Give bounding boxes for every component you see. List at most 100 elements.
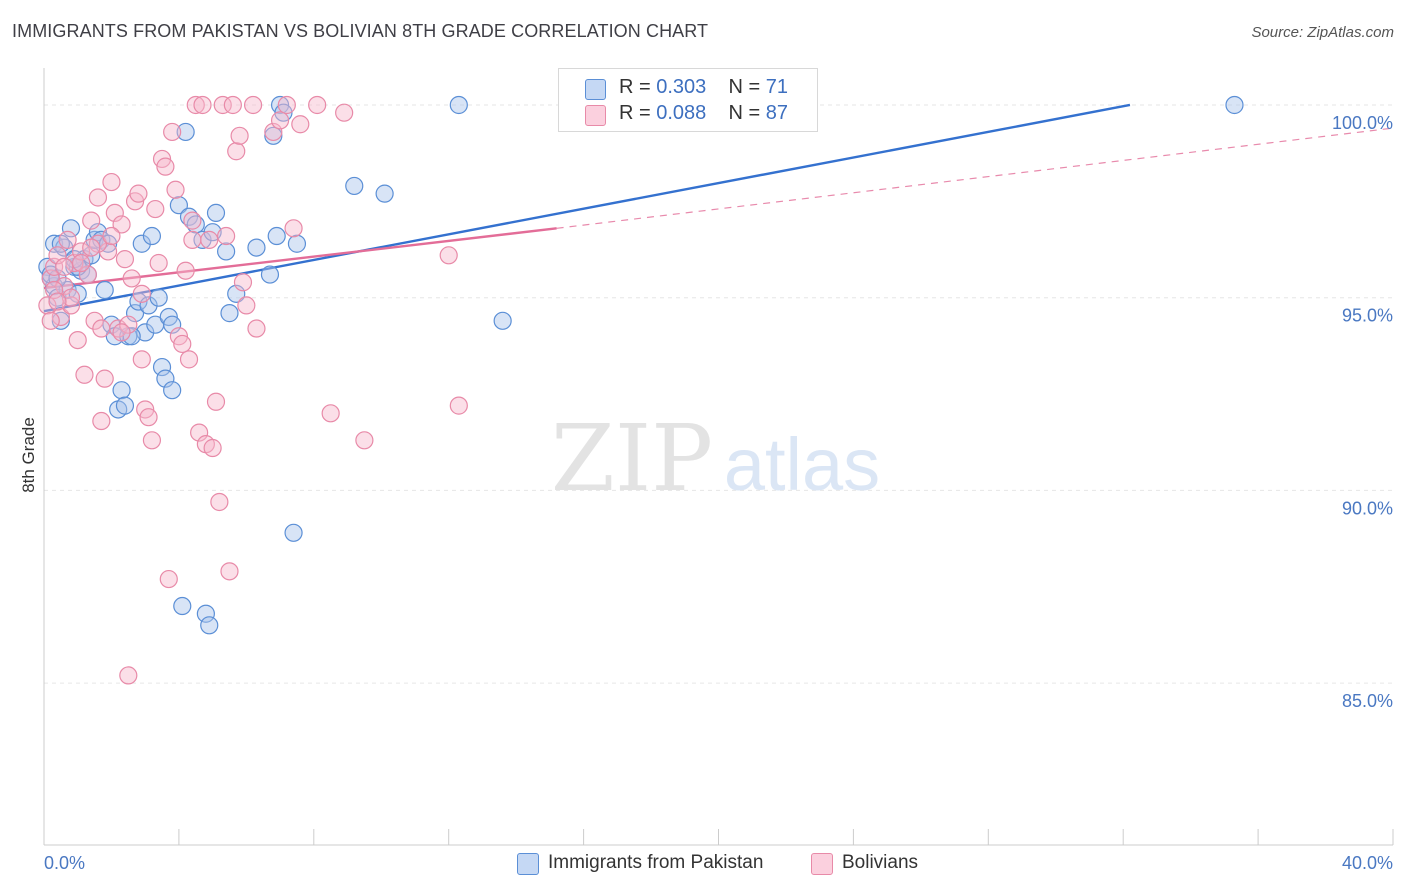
point-pakistan — [115, 396, 135, 415]
y-tick-label: 95.0% — [1342, 306, 1393, 326]
axes — [43, 68, 1394, 846]
legend-r-value: 0.303 — [656, 76, 707, 98]
x-tick-label-max: 40.0% — [1342, 853, 1393, 873]
point-bolivians — [173, 334, 192, 354]
point-pakistan — [142, 226, 162, 246]
trend-line-bolivians-extension — [556, 127, 1394, 229]
correlation-legend: R = 0.303 N = 71 R = 0.088 N = 87 — [558, 68, 818, 132]
point-pakistan — [247, 238, 266, 257]
point-bolivians — [243, 95, 263, 115]
point-bolivians — [75, 365, 94, 384]
y-tick-label: 90.0% — [1342, 498, 1393, 518]
point-pakistan — [493, 311, 512, 330]
point-bolivians — [58, 230, 77, 249]
trend-lines — [43, 103, 1394, 313]
point-pakistan — [176, 122, 195, 142]
point-bolivians — [227, 142, 246, 161]
point-pakistan — [48, 269, 67, 288]
point-bolivians — [179, 350, 199, 369]
point-bolivians — [45, 257, 64, 276]
point-pakistan — [206, 203, 226, 222]
point-bolivians — [102, 172, 121, 192]
point-bolivians — [335, 103, 354, 122]
point-bolivians — [146, 199, 165, 219]
source-label: Source: ZipAtlas.com — [1251, 24, 1394, 41]
bottom-legend-swatch-pink — [811, 853, 833, 875]
point-bolivians — [129, 184, 148, 203]
point-bolivians — [112, 215, 131, 234]
point-pakistan — [264, 126, 283, 145]
point-pakistan — [82, 246, 101, 265]
point-bolivians — [439, 246, 458, 265]
point-pakistan — [152, 357, 172, 377]
point-pakistan — [196, 604, 215, 623]
bottom-legend-label: Bolivians — [842, 852, 919, 873]
point-pakistan — [122, 327, 141, 346]
point-pakistan — [112, 381, 131, 400]
point-bolivians — [88, 188, 108, 207]
point-bolivians — [41, 311, 60, 330]
point-bolivians — [115, 250, 135, 269]
point-bolivians — [449, 396, 468, 415]
point-bolivians — [237, 296, 256, 315]
point-bolivians — [355, 431, 374, 450]
point-bolivians — [270, 111, 290, 130]
point-pakistan — [61, 219, 81, 238]
point-bolivians — [264, 122, 283, 142]
point-bolivians — [213, 95, 232, 115]
point-bolivians — [48, 292, 67, 311]
point-bolivians — [186, 95, 205, 115]
point-bolivians — [291, 115, 310, 134]
point-pakistan — [193, 230, 212, 249]
point-bolivians — [55, 257, 74, 276]
point-pakistan — [95, 280, 114, 300]
point-bolivians — [200, 230, 219, 249]
point-bolivians — [45, 280, 64, 300]
legend-n-label: N = — [728, 102, 761, 124]
point-bolivians — [82, 238, 101, 257]
point-bolivians — [68, 330, 87, 350]
point-pakistan — [200, 616, 219, 635]
point-bolivians — [61, 296, 81, 315]
point-bolivians — [156, 157, 175, 176]
point-pakistan — [45, 234, 64, 253]
point-pakistan — [284, 523, 303, 542]
point-bolivians — [193, 95, 212, 115]
point-pakistan — [156, 369, 175, 388]
bottom-legend-swatch-blue — [517, 853, 539, 875]
point-bolivians — [139, 408, 158, 427]
point-bolivians — [217, 226, 236, 246]
point-pakistan — [51, 311, 70, 330]
point-bolivians — [38, 296, 57, 315]
point-bolivians — [176, 261, 195, 280]
point-pakistan — [136, 323, 155, 342]
point-bolivians — [65, 253, 84, 273]
point-bolivians — [284, 219, 303, 238]
point-pakistan — [1225, 95, 1244, 115]
point-bolivians — [203, 438, 222, 458]
point-pakistan — [217, 242, 236, 261]
point-bolivians — [321, 404, 340, 423]
point-bolivians — [206, 392, 226, 411]
legend-swatch-pink — [585, 105, 606, 126]
point-pakistan — [227, 284, 246, 303]
point-pakistan — [173, 596, 192, 616]
point-pakistan — [132, 234, 151, 253]
point-bolivians — [102, 226, 121, 246]
y-axis-label: 8th Grade — [19, 417, 38, 493]
legend-n-label: N = — [728, 76, 761, 98]
point-bolivians — [61, 288, 81, 307]
point-pakistan — [345, 176, 364, 196]
legend-r-label: R = — [619, 76, 651, 98]
point-bolivians — [51, 307, 70, 327]
point-bolivians — [55, 277, 74, 296]
point-bolivians — [163, 122, 182, 142]
y-tick-label: 85.0% — [1342, 691, 1393, 711]
point-pakistan — [125, 304, 145, 323]
point-pakistan — [267, 226, 286, 246]
point-bolivians — [230, 126, 249, 145]
watermark-atlas: atlas — [724, 423, 880, 506]
point-pakistan — [449, 95, 468, 115]
point-pakistan — [287, 234, 307, 253]
